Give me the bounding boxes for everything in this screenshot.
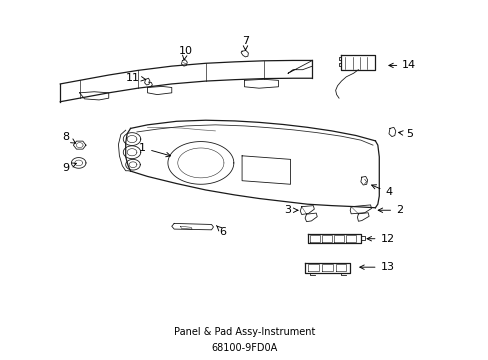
Text: 7: 7 [242, 36, 248, 50]
Text: 10: 10 [178, 46, 192, 60]
Text: 5: 5 [398, 129, 412, 139]
Text: 68100-9FD0A: 68100-9FD0A [211, 343, 277, 353]
Text: 1: 1 [139, 143, 170, 157]
Text: 2: 2 [377, 205, 403, 215]
Text: 13: 13 [359, 262, 394, 272]
Text: 14: 14 [388, 60, 416, 71]
Text: 11: 11 [126, 72, 145, 82]
Text: Panel & Pad Assy-Instrument: Panel & Pad Assy-Instrument [173, 327, 315, 337]
Text: 3: 3 [284, 205, 297, 215]
Text: 9: 9 [62, 163, 76, 172]
Text: 6: 6 [216, 226, 226, 237]
Text: 12: 12 [366, 234, 394, 244]
Text: 8: 8 [62, 132, 75, 143]
Text: 4: 4 [371, 185, 392, 197]
